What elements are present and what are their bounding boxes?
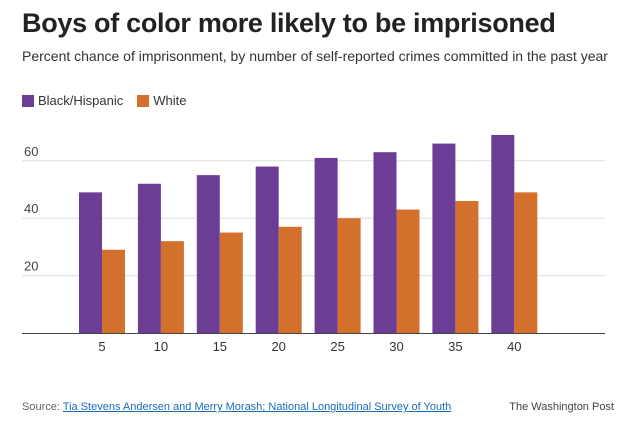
x-tick-label-10: 10	[154, 339, 168, 354]
legend-swatch-black-hispanic	[22, 94, 34, 107]
source-link[interactable]: Tia Stevens Andersen and Merry Morash; N…	[62, 401, 452, 413]
bar-black-hispanic-40	[491, 134, 515, 333]
bar-black-hispanic-30	[373, 152, 397, 333]
y-tick-label-20: 20	[24, 259, 38, 274]
legend-item-white: White	[137, 93, 187, 108]
bar-white-5	[102, 249, 125, 333]
legend-label-black-hispanic: Black/Hispanic	[38, 93, 124, 108]
y-tick-label-60: 60	[24, 144, 38, 159]
x-tick-label-30: 30	[389, 339, 403, 354]
bar-white-20	[278, 226, 302, 333]
x-tick-label-5: 5	[98, 339, 105, 354]
bar-white-35	[455, 200, 479, 333]
chart-title: Boys of color more likely to be imprison…	[22, 8, 556, 38]
source-prefix: Source:	[22, 401, 63, 413]
bar-white-25	[337, 218, 361, 333]
bar-black-hispanic-35	[432, 143, 456, 333]
source-note: Source: Tia Stevens Andersen and Merry M…	[22, 401, 451, 413]
x-tick-label-25: 25	[330, 339, 344, 354]
bar-black-hispanic-10	[137, 183, 161, 333]
legend-label-white: White	[153, 93, 187, 108]
x-tick-label-35: 35	[448, 339, 462, 354]
x-tick-label-15: 15	[213, 339, 227, 354]
bar-black-hispanic-25	[314, 157, 338, 333]
publisher-credit: The Washington Post	[509, 401, 614, 413]
bar-white-15	[219, 232, 243, 333]
bar-white-10	[160, 241, 184, 333]
bar-black-hispanic-20	[255, 166, 279, 333]
legend-swatch-white	[137, 94, 150, 107]
bar-black-hispanic-15	[196, 175, 220, 333]
bar-white-30	[396, 209, 420, 333]
x-tick-label-20: 20	[271, 339, 285, 354]
legend: Black/Hispanic White	[22, 93, 201, 108]
bar-white-40	[514, 192, 538, 333]
y-tick-label-40: 40	[24, 201, 38, 216]
bar-black-hispanic-5	[79, 192, 102, 333]
chart-subtitle: Percent chance of imprisonment, by numbe…	[22, 48, 608, 64]
x-tick-label-40: 40	[507, 339, 521, 354]
legend-item-black-hispanic: Black/Hispanic	[22, 93, 123, 108]
